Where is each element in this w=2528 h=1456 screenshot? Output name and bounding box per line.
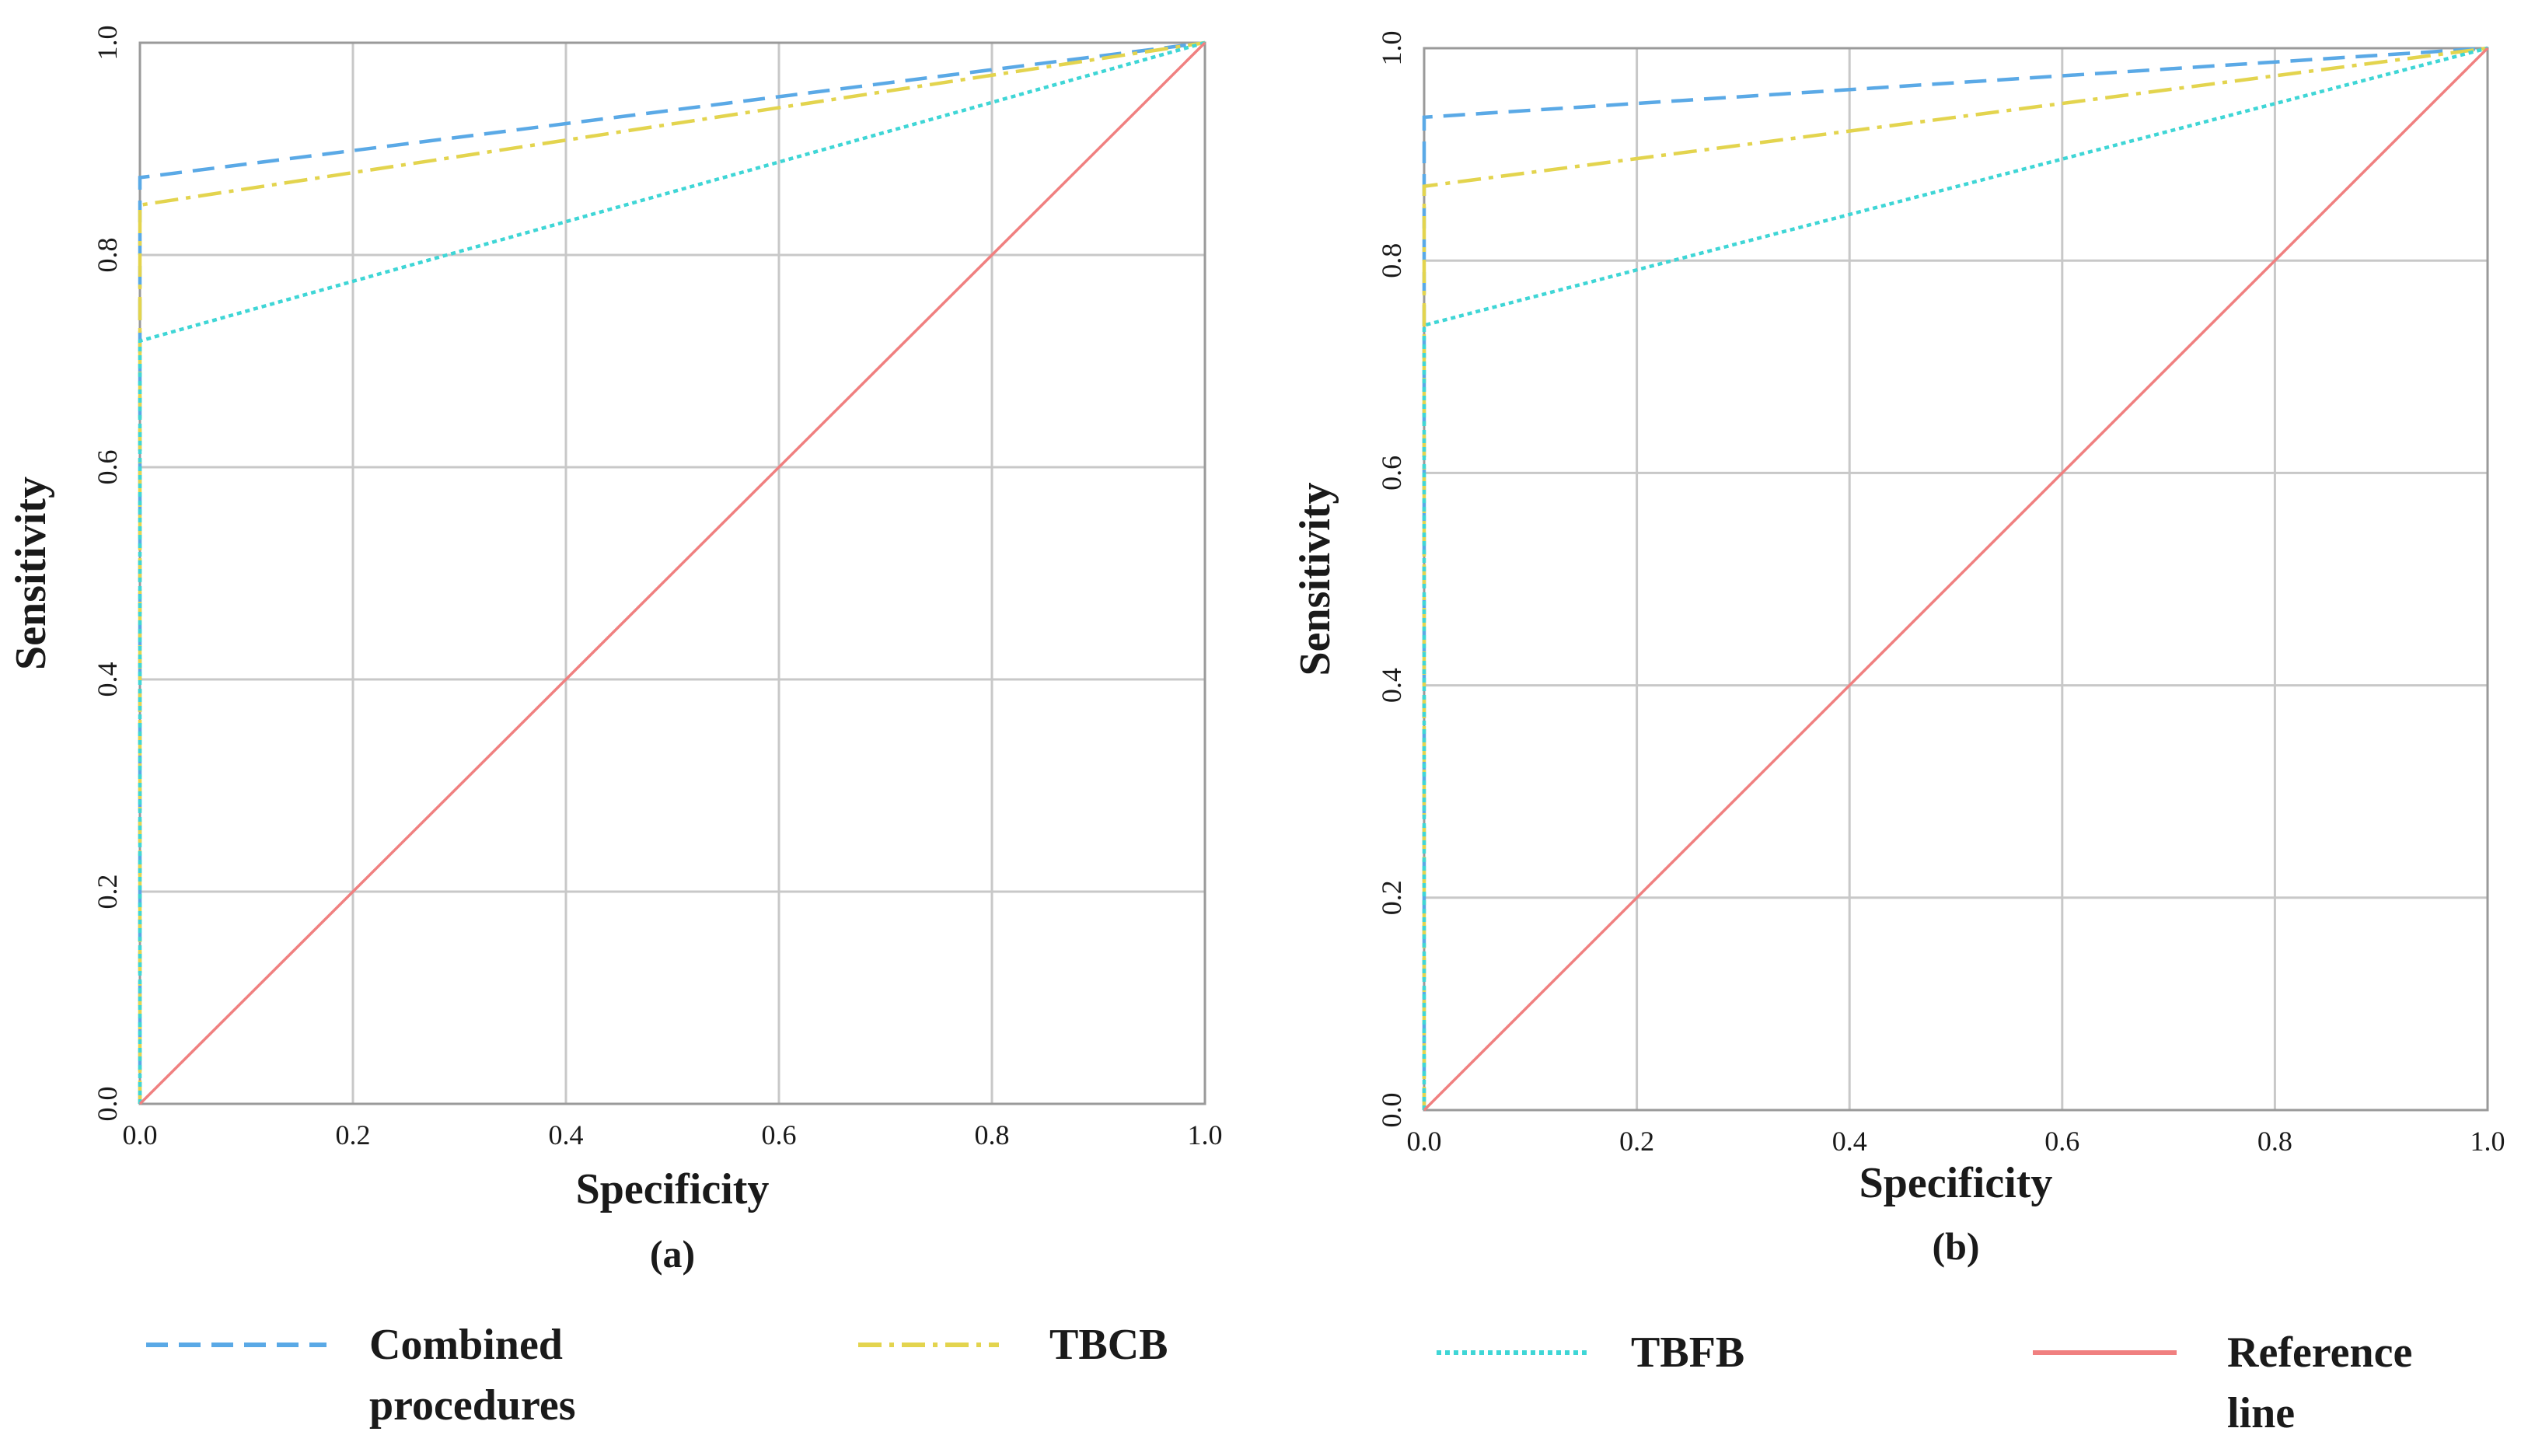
x-axis-label: Specificity <box>1859 1159 2053 1207</box>
x-tick-label: 1.0 <box>1188 1119 1223 1150</box>
x-tick-label: 0.8 <box>975 1119 1010 1150</box>
y-tick-label: 1.0 <box>1376 31 1407 66</box>
x-tick-label: 0.8 <box>2257 1126 2292 1157</box>
x-tick-label: 0.0 <box>1407 1126 1442 1157</box>
roc-curve-combined-procedures <box>1422 46 2488 1110</box>
legend-label: TBFB <box>1631 1329 1744 1377</box>
legend-label: procedures <box>369 1381 575 1430</box>
x-tick-label: 0.2 <box>336 1119 371 1150</box>
x-tick-label: 0.0 <box>123 1119 158 1150</box>
y-tick-label: 0.6 <box>92 450 123 485</box>
roc-curve-reference-line <box>1423 47 2489 1112</box>
y-axis-label: Sensitivity <box>1291 483 1339 676</box>
x-tick-label: 0.2 <box>1619 1126 1654 1157</box>
x-axis-label: Specificity <box>576 1165 770 1213</box>
y-tick-label: 0.2 <box>1376 880 1407 915</box>
x-tick-label: 0.4 <box>1832 1126 1867 1157</box>
roc-curve-tbfb <box>138 40 1206 1104</box>
legend-item: Combined procedures <box>146 1321 575 1430</box>
legend-label: TBCB <box>1049 1321 1168 1369</box>
y-tick-label: 0.6 <box>1376 456 1407 491</box>
legend-label: line <box>2227 1389 2295 1437</box>
legend-label: Combined <box>369 1321 563 1369</box>
roc-curve-tbfb <box>1422 46 2488 1110</box>
y-tick-label: 0.4 <box>1376 668 1407 703</box>
y-tick-label: 0.8 <box>92 238 123 273</box>
legend-item: TBFB <box>1437 1329 1744 1377</box>
y-tick-label: 1.0 <box>92 26 123 61</box>
y-axis-label: Sensitivity <box>7 477 55 670</box>
roc-panel-b: 0.0 0.2 0.4 0.6 0.8 1.0 0.0 0.2 0.4 0.6 0.8 1.0 Spec… <box>1291 31 2505 1269</box>
y-tick-label: 0.2 <box>92 875 123 910</box>
legend-item: Reference line <box>2033 1329 2412 1437</box>
y-tick-label: 0.8 <box>1376 243 1407 278</box>
panel-label: (a) <box>650 1232 695 1276</box>
legend-item: TBCB <box>858 1321 1168 1369</box>
x-tick-label: 0.6 <box>762 1119 797 1150</box>
x-tick-label: 0.6 <box>2044 1126 2079 1157</box>
y-tick-label: 0.0 <box>92 1087 123 1122</box>
roc-curve-tbcb <box>138 40 1206 1104</box>
y-tick-label: 0.4 <box>92 662 123 697</box>
x-tick-label: 1.0 <box>2470 1126 2505 1157</box>
y-tick-label: 0.0 <box>1376 1093 1407 1128</box>
legend-label: Reference <box>2227 1329 2412 1377</box>
roc-panel-a: 0.0 0.2 0.4 0.6 0.8 1.0 0.0 0.2 0.4 0.6 0.8 1.0 Spec… <box>7 26 1223 1276</box>
panel-label: (b) <box>1932 1224 1979 1268</box>
x-tick-label: 0.4 <box>549 1119 584 1150</box>
roc-curve-reference-line <box>138 41 1206 1105</box>
legend: Combined procedures TBCB TBFB Reference line <box>146 1321 2412 1437</box>
